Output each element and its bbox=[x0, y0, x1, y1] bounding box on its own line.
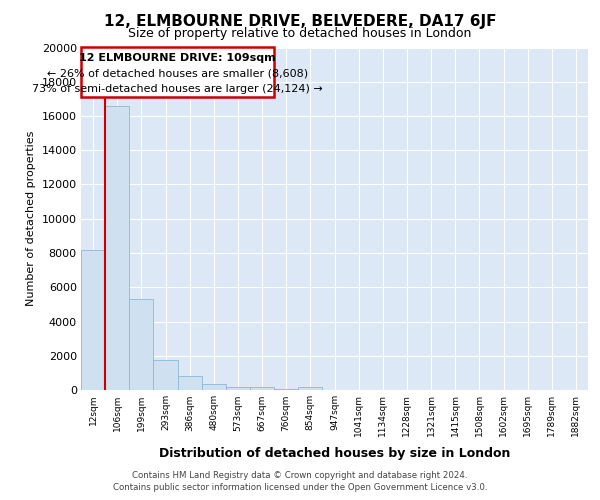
X-axis label: Distribution of detached houses by size in London: Distribution of detached houses by size … bbox=[159, 448, 510, 460]
Text: ← 26% of detached houses are smaller (8,608): ← 26% of detached houses are smaller (8,… bbox=[47, 69, 308, 79]
Text: Contains HM Land Registry data © Crown copyright and database right 2024.: Contains HM Land Registry data © Crown c… bbox=[132, 472, 468, 480]
Bar bbox=[178, 376, 202, 390]
Bar bbox=[298, 386, 322, 390]
Bar bbox=[154, 360, 178, 390]
Bar bbox=[274, 389, 298, 390]
Bar bbox=[226, 386, 250, 390]
Bar bbox=[81, 250, 105, 390]
Text: 12 ELMBOURNE DRIVE: 109sqm: 12 ELMBOURNE DRIVE: 109sqm bbox=[79, 52, 276, 62]
Text: Contains public sector information licensed under the Open Government Licence v3: Contains public sector information licen… bbox=[113, 483, 487, 492]
Text: 12, ELMBOURNE DRIVE, BELVEDERE, DA17 6JF: 12, ELMBOURNE DRIVE, BELVEDERE, DA17 6JF bbox=[104, 14, 496, 29]
Bar bbox=[105, 106, 129, 390]
Text: Size of property relative to detached houses in London: Size of property relative to detached ho… bbox=[128, 28, 472, 40]
Bar bbox=[129, 299, 154, 390]
Bar bbox=[202, 384, 226, 390]
Bar bbox=[250, 386, 274, 390]
FancyBboxPatch shape bbox=[81, 46, 274, 97]
Text: 73% of semi-detached houses are larger (24,124) →: 73% of semi-detached houses are larger (… bbox=[32, 84, 323, 94]
Y-axis label: Number of detached properties: Number of detached properties bbox=[26, 131, 36, 306]
